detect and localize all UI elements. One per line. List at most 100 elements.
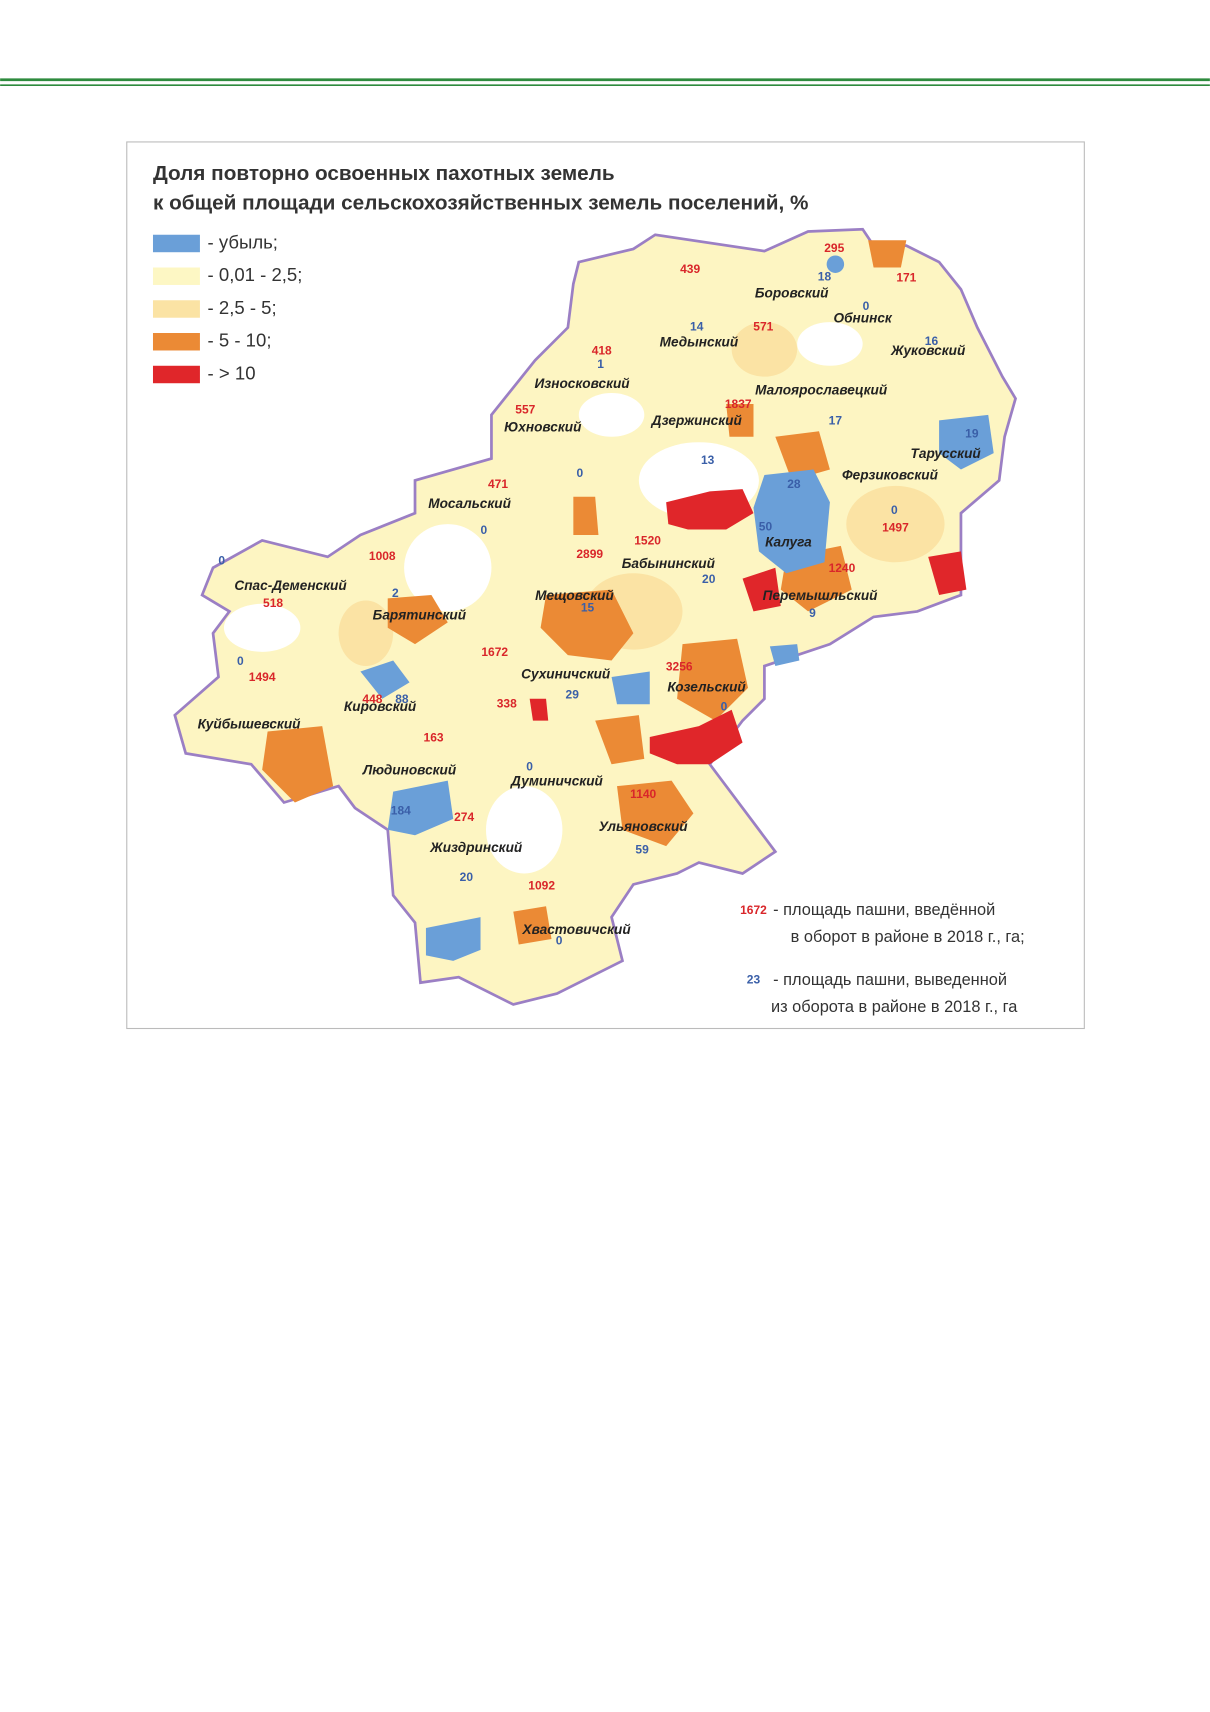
withdrawn-area: 13 bbox=[701, 453, 715, 467]
district-name: Малоярославецкий bbox=[755, 382, 888, 397]
legend-swatch bbox=[152, 234, 200, 253]
introduced-area: 448 bbox=[362, 692, 382, 706]
introduced-area: 1092 bbox=[528, 879, 555, 893]
withdrawn-area: 2 bbox=[392, 586, 399, 600]
introduced-area: 1240 bbox=[829, 561, 856, 575]
notes: 1672 - площадь пашни, введённой в оборот в… bbox=[740, 901, 1025, 1016]
district-name: Жуковский bbox=[890, 343, 966, 358]
introduced-area: 1520 bbox=[634, 534, 661, 548]
legend-swatch bbox=[152, 365, 200, 384]
district-name: Куйбышевский bbox=[198, 717, 302, 732]
district-name: Медынский bbox=[660, 334, 739, 349]
red-areas bbox=[529, 489, 967, 765]
legend-label: - убыль; bbox=[208, 231, 278, 252]
introduced-area: 518 bbox=[263, 596, 283, 610]
introduced-area: 1497 bbox=[882, 521, 909, 535]
blue-areas bbox=[360, 255, 994, 961]
district-name: Хвастовичский bbox=[522, 922, 632, 937]
withdrawn-area: 59 bbox=[635, 843, 649, 857]
map-labels: Боровский Обнинск Медынский Жуковский Износк… bbox=[198, 241, 982, 947]
map-title: к общей площади сельскохозяйственных зем… bbox=[153, 192, 808, 215]
legend-label: - 5 - 10; bbox=[208, 330, 272, 351]
withdrawn-area: 0 bbox=[480, 523, 487, 537]
district-name: Обнинск bbox=[834, 310, 893, 325]
legend-swatch bbox=[152, 267, 200, 285]
introduced-area: 1494 bbox=[249, 670, 276, 684]
district-name: Юхновский bbox=[504, 420, 582, 435]
withdrawn-area: 0 bbox=[891, 503, 898, 517]
note-text: из оборота в районе в 2018 г., га bbox=[771, 998, 1018, 1016]
introduced-area: 1672 bbox=[481, 645, 508, 659]
district-name: Ульяновский bbox=[599, 819, 689, 834]
withdrawn-area: 1 bbox=[597, 357, 604, 371]
introduced-area: 439 bbox=[680, 262, 700, 276]
withdrawn-area: 88 bbox=[395, 692, 409, 706]
note-text: - площадь пашни, введённой bbox=[773, 901, 995, 919]
introduced-area: 1837 bbox=[725, 397, 752, 411]
district-name: Тарусский bbox=[911, 446, 982, 461]
withdrawn-area: 0 bbox=[237, 654, 244, 668]
district-name: Кировский bbox=[344, 699, 417, 714]
district-name: Людиновский bbox=[362, 762, 457, 777]
withdrawn-area: 50 bbox=[759, 520, 773, 534]
withdrawn-area: 0 bbox=[721, 700, 728, 714]
introduced-area: 1140 bbox=[630, 787, 656, 801]
introduced-area: 557 bbox=[515, 403, 535, 417]
note-text: - площадь пашни, выведенной bbox=[773, 971, 1007, 989]
legend-label: - 0,01 - 2,5; bbox=[208, 264, 303, 285]
legend-label: - > 10 bbox=[208, 362, 256, 383]
note-sample: 23 bbox=[747, 973, 761, 987]
withdrawn-area: 0 bbox=[556, 933, 563, 947]
introduced-area: 571 bbox=[753, 320, 773, 334]
introduced-area: 274 bbox=[454, 810, 474, 824]
introduced-area: 2899 bbox=[576, 547, 603, 561]
withdrawn-area: 0 bbox=[863, 299, 870, 313]
withdrawn-area: 15 bbox=[581, 600, 595, 614]
introduced-area: 471 bbox=[488, 477, 508, 491]
introduced-area: 338 bbox=[497, 696, 517, 710]
withdrawn-area: 17 bbox=[829, 414, 843, 428]
district-name: Сухиничский bbox=[521, 666, 611, 681]
map bbox=[173, 227, 1018, 1006]
introduced-area: 3256 bbox=[666, 659, 693, 673]
district-name: Бабынинский bbox=[622, 556, 716, 571]
introduced-area: 163 bbox=[424, 730, 444, 744]
district-name: Барятинский bbox=[373, 607, 467, 622]
introduced-area: 171 bbox=[896, 271, 916, 285]
orange-areas bbox=[262, 240, 907, 945]
withdrawn-area: 28 bbox=[787, 477, 801, 491]
withdrawn-area: 0 bbox=[577, 466, 584, 480]
withdrawn-area: 29 bbox=[566, 688, 580, 702]
legend: - убыль; - 0,01 - 2,5; - 2,5 - 5; - 5 - 10;… bbox=[152, 231, 303, 384]
district-name: Боровский bbox=[755, 285, 829, 300]
withdrawn-area: 20 bbox=[460, 870, 474, 884]
district-name: Мосальский bbox=[428, 496, 511, 511]
note-sample: 1672 bbox=[740, 903, 767, 917]
district-name: Ферзиковский bbox=[842, 468, 939, 483]
district-name: Жиздринский bbox=[429, 840, 523, 855]
legend-swatch bbox=[152, 333, 200, 351]
district-name: Спас-Деменский bbox=[234, 578, 347, 593]
district-name: Перемышльский bbox=[763, 588, 878, 603]
withdrawn-area: 16 bbox=[925, 334, 939, 348]
withdrawn-area: 184 bbox=[391, 803, 411, 817]
legend-label: - 2,5 - 5; bbox=[208, 297, 277, 318]
introduced-area: 1008 bbox=[369, 549, 396, 563]
legend-swatch bbox=[152, 300, 200, 318]
district-name: Износковский bbox=[535, 376, 631, 391]
withdrawn-area: 0 bbox=[218, 553, 225, 567]
introduced-area: 295 bbox=[824, 241, 844, 255]
withdrawn-area: 20 bbox=[702, 572, 716, 586]
introduced-area: 418 bbox=[592, 344, 612, 358]
withdrawn-area: 9 bbox=[809, 606, 816, 620]
district-name: Мещовский bbox=[535, 588, 614, 603]
map-title: Доля повторно освоенных пахотных земель bbox=[153, 162, 615, 185]
withdrawn-area: 14 bbox=[690, 320, 704, 334]
district-name: Думиничский bbox=[510, 773, 603, 788]
withdrawn-area: 19 bbox=[965, 427, 979, 441]
district-name: Козельский bbox=[667, 679, 746, 694]
district-name: Дзержинский bbox=[651, 413, 743, 428]
note-text: в оборот в районе в 2018 г., га; bbox=[791, 928, 1025, 946]
